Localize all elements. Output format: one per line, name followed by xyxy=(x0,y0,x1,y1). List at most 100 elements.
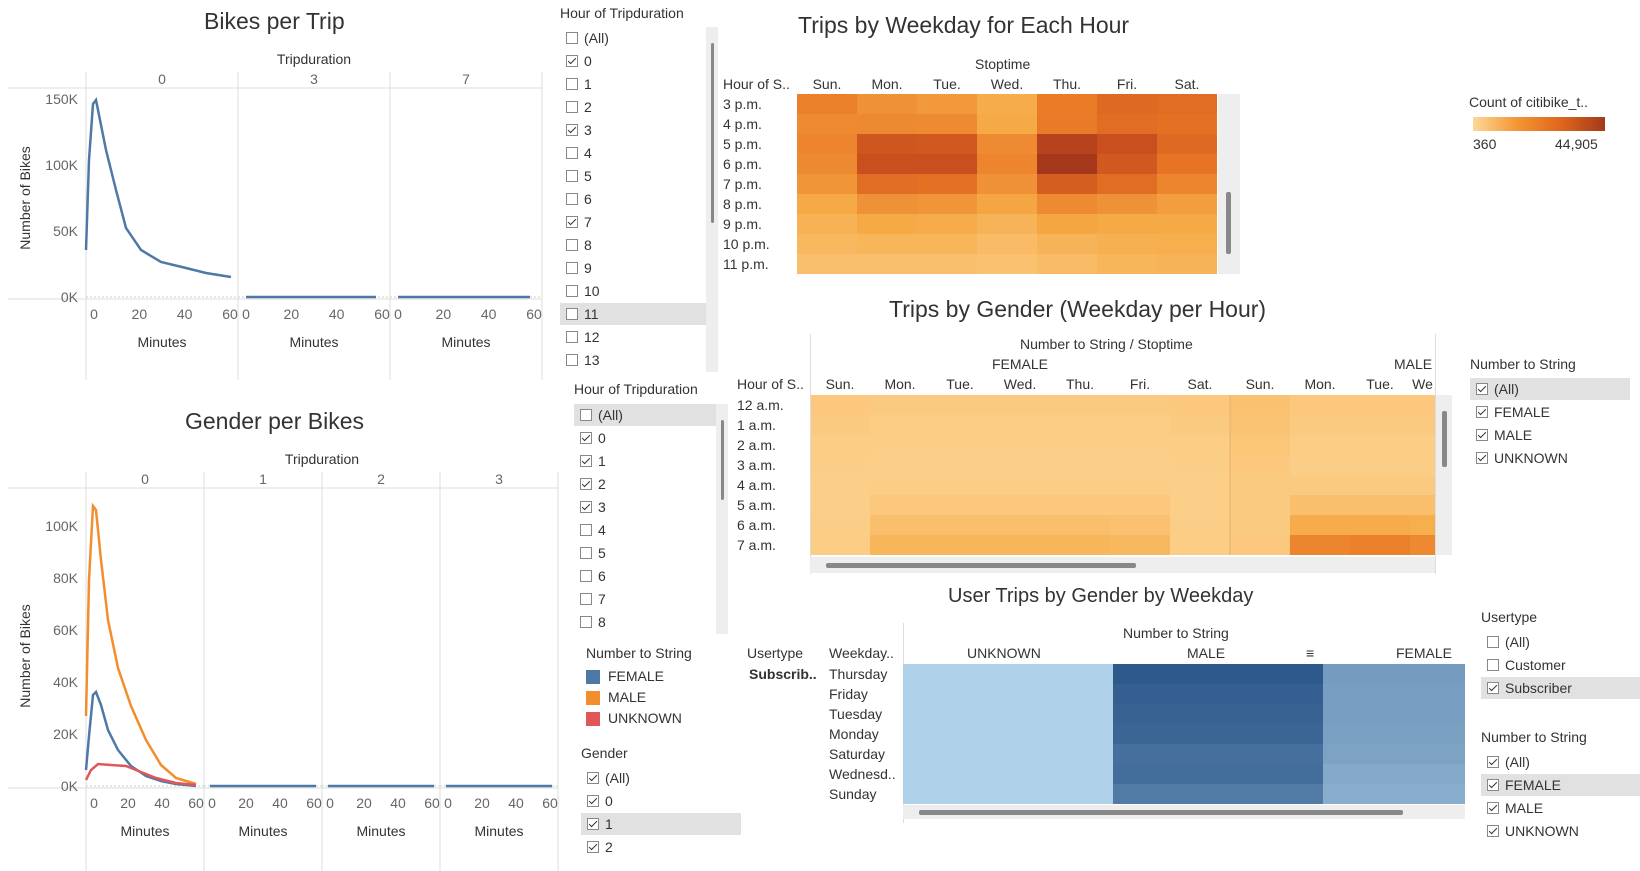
checkbox-icon[interactable] xyxy=(566,308,578,320)
heatmap-cell xyxy=(810,395,870,415)
checkbox-checked-icon[interactable] xyxy=(580,501,592,513)
hour-filter-2-scrollbar[interactable] xyxy=(716,404,728,634)
checkbox-icon[interactable] xyxy=(580,547,592,559)
checkbox-checked-icon[interactable] xyxy=(587,795,599,807)
checkbox-checked-icon[interactable] xyxy=(1487,802,1499,814)
filter-item-all[interactable]: (All) xyxy=(1481,751,1640,773)
filter-item-0[interactable]: 0 xyxy=(574,427,716,449)
filter-item-0[interactable]: 0 xyxy=(560,50,706,72)
filter-item-1[interactable]: 1 xyxy=(560,73,706,95)
checkbox-checked-icon[interactable] xyxy=(1487,825,1499,837)
filter-item-female[interactable]: FEMALE xyxy=(1481,774,1640,796)
weekday-label: Sun. xyxy=(812,76,842,92)
filter-item-4[interactable]: 4 xyxy=(574,519,716,541)
filter-item-5[interactable]: 5 xyxy=(574,542,716,564)
checkbox-checked-icon[interactable] xyxy=(587,818,599,830)
checkbox-checked-icon[interactable] xyxy=(1476,452,1488,464)
checkbox-icon[interactable] xyxy=(566,262,578,274)
weekday-label: Sat. xyxy=(1174,76,1200,92)
checkbox-icon[interactable] xyxy=(566,101,578,113)
heatmap-2-vscrollbar[interactable] xyxy=(1436,395,1452,555)
checkbox-icon[interactable] xyxy=(566,354,578,366)
checkbox-checked-icon[interactable] xyxy=(1476,429,1488,441)
checkbox-checked-icon[interactable] xyxy=(580,478,592,490)
checkbox-icon[interactable] xyxy=(580,570,592,582)
checkbox-icon[interactable] xyxy=(580,616,592,628)
checkbox-checked-icon[interactable] xyxy=(1487,682,1499,694)
checkbox-icon[interactable] xyxy=(566,239,578,251)
checkbox-checked-icon[interactable] xyxy=(566,216,578,228)
filter-item-male[interactable]: MALE xyxy=(1481,797,1640,819)
checkbox-icon[interactable] xyxy=(580,409,592,421)
filter-item-8[interactable]: 8 xyxy=(574,611,716,633)
sort-icon[interactable]: ≡ xyxy=(1306,645,1315,661)
heatmap-cell xyxy=(1097,254,1157,274)
filter-item-1[interactable]: 1 xyxy=(581,813,741,835)
heatmap-2-hscrollbar[interactable] xyxy=(810,557,1435,573)
checkbox-checked-icon[interactable] xyxy=(580,432,592,444)
heatmap-cell xyxy=(1230,475,1290,495)
filter-item-4[interactable]: 4 xyxy=(560,142,706,164)
filter-item-9[interactable]: 9 xyxy=(560,257,706,279)
filter-item-all[interactable]: (All) xyxy=(574,404,716,426)
checkbox-checked-icon[interactable] xyxy=(587,772,599,784)
filter-item-2[interactable]: 2 xyxy=(574,473,716,495)
filter-item-3[interactable]: 3 xyxy=(560,119,706,141)
filter-item-1[interactable]: 1 xyxy=(574,450,716,472)
filter-item-subscriber[interactable]: Subscriber xyxy=(1481,677,1640,699)
filter-item-12[interactable]: 12 xyxy=(560,326,706,348)
filter-item-all[interactable]: (All) xyxy=(560,27,706,49)
filter-item-6[interactable]: 6 xyxy=(560,188,706,210)
filter-item-0[interactable]: 0 xyxy=(581,790,741,812)
checkbox-icon[interactable] xyxy=(566,193,578,205)
filter-item-2[interactable]: 2 xyxy=(560,96,706,118)
filter-item-female[interactable]: FEMALE xyxy=(1470,401,1630,423)
checkbox-checked-icon[interactable] xyxy=(566,124,578,136)
gender-per-bikes-title: Gender per Bikes xyxy=(185,408,364,434)
filter-item-unknown[interactable]: UNKNOWN xyxy=(1470,447,1630,469)
heatmap-1-scrollbar[interactable] xyxy=(1218,94,1240,274)
filter-item-3[interactable]: 3 xyxy=(574,496,716,518)
filter-item-customer[interactable]: Customer xyxy=(1481,654,1640,676)
filter-item-10[interactable]: 10 xyxy=(560,280,706,302)
checkbox-icon[interactable] xyxy=(566,32,578,44)
heatmap-cell xyxy=(1157,114,1217,134)
filter-item-7[interactable]: 7 xyxy=(574,588,716,610)
user-trips-hscrollbar[interactable] xyxy=(903,805,1465,819)
filter-item-7[interactable]: 7 xyxy=(560,211,706,233)
filter-item-13[interactable]: 13 xyxy=(560,349,706,371)
checkbox-checked-icon[interactable] xyxy=(1487,756,1499,768)
checkbox-icon[interactable] xyxy=(580,524,592,536)
filter-item-all[interactable]: (All) xyxy=(581,767,741,789)
filter-item-male[interactable]: MALE xyxy=(1470,424,1630,446)
filter-item-5[interactable]: 5 xyxy=(560,165,706,187)
heatmap-cell xyxy=(870,495,930,515)
filter-item-all[interactable]: (All) xyxy=(1481,631,1640,653)
checkbox-checked-icon[interactable] xyxy=(587,841,599,853)
filter-item-8[interactable]: 8 xyxy=(560,234,706,256)
checkbox-checked-icon[interactable] xyxy=(1476,383,1488,395)
filter-item-all[interactable]: (All) xyxy=(1470,378,1630,400)
filter-item-11[interactable]: 11 xyxy=(560,303,706,325)
x-axis-label: Minutes xyxy=(474,823,523,839)
checkbox-checked-icon[interactable] xyxy=(566,55,578,67)
filter-item-unknown[interactable]: UNKNOWN xyxy=(1481,820,1640,842)
checkbox-icon[interactable] xyxy=(566,331,578,343)
checkbox-checked-icon[interactable] xyxy=(1487,779,1499,791)
filter-item-label: 13 xyxy=(584,352,600,368)
checkbox-icon[interactable] xyxy=(566,170,578,182)
heatmap-cell xyxy=(1050,415,1110,435)
checkbox-checked-icon[interactable] xyxy=(1476,406,1488,418)
filter-item-6[interactable]: 6 xyxy=(574,565,716,587)
filter-item-label: (All) xyxy=(605,770,630,786)
checkbox-icon[interactable] xyxy=(1487,636,1499,648)
checkbox-icon[interactable] xyxy=(566,147,578,159)
checkbox-icon[interactable] xyxy=(1487,659,1499,671)
hour-filter-1-scrollbar[interactable] xyxy=(706,27,718,372)
checkbox-checked-icon[interactable] xyxy=(580,455,592,467)
checkbox-icon[interactable] xyxy=(566,285,578,297)
filter-item-2[interactable]: 2 xyxy=(581,836,741,858)
checkbox-icon[interactable] xyxy=(566,78,578,90)
checkbox-icon[interactable] xyxy=(580,593,592,605)
facet-header: Tripduration xyxy=(285,451,359,467)
